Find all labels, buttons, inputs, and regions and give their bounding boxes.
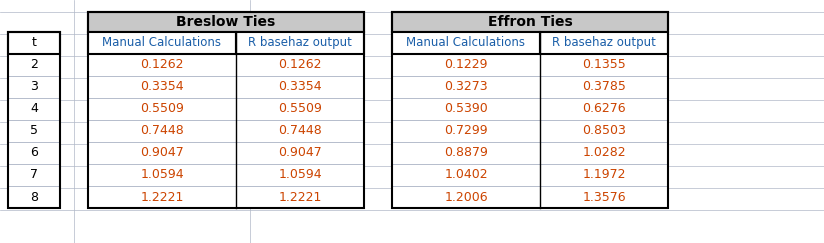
Text: 1.2221: 1.2221 [279,191,321,203]
Bar [88,142,236,164]
Bar [236,186,364,208]
Text: R basehaz output: R basehaz output [552,36,656,50]
Bar [236,54,364,76]
Text: 0.1229: 0.1229 [444,59,488,71]
Bar [8,32,60,54]
Text: 1.0594: 1.0594 [140,168,184,182]
Text: 0.5509: 0.5509 [278,103,322,115]
Bar [88,76,236,98]
Text: 1.2221: 1.2221 [140,191,184,203]
Text: R basehaz output: R basehaz output [248,36,352,50]
Bar [540,32,668,54]
Bar [88,12,364,32]
Bar [8,164,60,186]
Text: 0.3785: 0.3785 [582,80,626,94]
Bar [392,12,668,208]
Bar [8,98,60,120]
Bar [88,32,236,54]
Bar [392,186,540,208]
Text: Effron Ties: Effron Ties [488,15,573,29]
Bar [88,54,236,76]
Text: 0.8879: 0.8879 [444,147,488,159]
Bar [540,120,668,142]
Bar [88,98,236,120]
Bar [236,32,364,54]
Bar [392,120,540,142]
Bar [236,98,364,120]
Text: 0.8503: 0.8503 [582,124,626,138]
Text: 0.3354: 0.3354 [140,80,184,94]
Bar [392,76,540,98]
Text: 3: 3 [30,80,38,94]
Bar [236,164,364,186]
Bar [8,120,60,142]
Bar [8,32,60,208]
Text: Manual Calculations: Manual Calculations [406,36,526,50]
Text: 0.9047: 0.9047 [279,147,322,159]
Bar [8,186,60,208]
Bar [392,142,540,164]
Bar [540,98,668,120]
Text: 1.3576: 1.3576 [583,191,625,203]
Text: 0.3273: 0.3273 [444,80,488,94]
Text: 5: 5 [30,124,38,138]
Bar [540,76,668,98]
Text: 0.1355: 0.1355 [582,59,626,71]
Text: 1.0594: 1.0594 [279,168,322,182]
Text: 0.3354: 0.3354 [279,80,322,94]
Text: 0.5390: 0.5390 [444,103,488,115]
Bar [540,54,668,76]
Text: 8: 8 [30,191,38,203]
Bar [88,164,236,186]
Bar [88,186,236,208]
Text: 0.5509: 0.5509 [140,103,184,115]
Bar [392,54,540,76]
Text: 0.7299: 0.7299 [444,124,488,138]
Bar [540,186,668,208]
Bar [236,120,364,142]
Bar [8,54,60,76]
Text: t: t [31,36,36,50]
Bar [540,164,668,186]
Text: 2: 2 [30,59,38,71]
Text: 0.9047: 0.9047 [140,147,184,159]
Text: 4: 4 [30,103,38,115]
Text: 1.0402: 1.0402 [444,168,488,182]
Text: 6: 6 [30,147,38,159]
Text: 0.7448: 0.7448 [279,124,322,138]
Text: 1.2006: 1.2006 [444,191,488,203]
Text: 7: 7 [30,168,38,182]
Text: Breslow Ties: Breslow Ties [176,15,275,29]
Text: 1.0282: 1.0282 [583,147,625,159]
Bar [540,142,668,164]
Text: 0.6276: 0.6276 [583,103,625,115]
Bar [392,164,540,186]
Bar [392,12,668,32]
Bar [392,32,540,54]
Bar [236,142,364,164]
Bar [8,76,60,98]
Bar [392,98,540,120]
Bar [88,120,236,142]
Bar [88,12,364,208]
Text: Manual Calculations: Manual Calculations [102,36,222,50]
Text: 0.7448: 0.7448 [140,124,184,138]
Bar [236,76,364,98]
Bar [8,142,60,164]
Text: 0.1262: 0.1262 [140,59,184,71]
Text: 0.1262: 0.1262 [279,59,321,71]
Text: 1.1972: 1.1972 [583,168,625,182]
